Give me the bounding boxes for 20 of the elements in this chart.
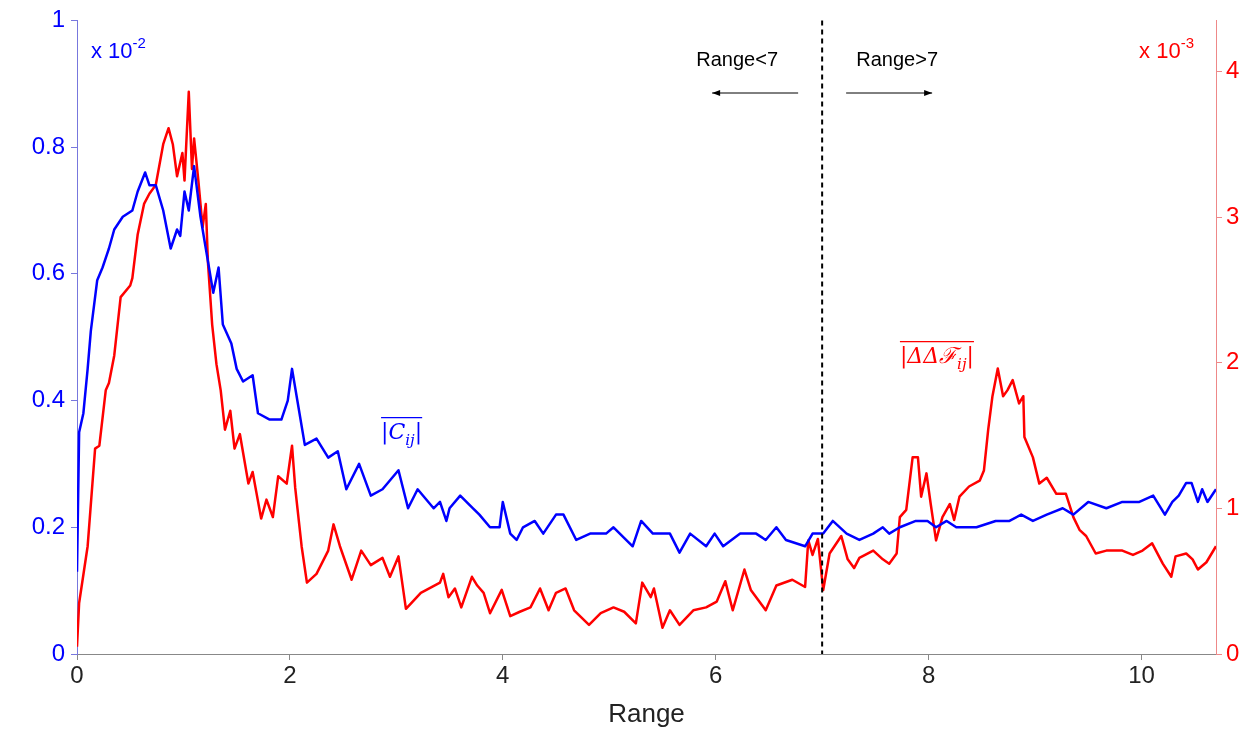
y2-tick-label: 4 <box>1226 56 1240 83</box>
x-tick-label: 4 <box>496 661 510 689</box>
y2-tick-label: 0 <box>1226 638 1240 666</box>
y2-tick-label: 2 <box>1226 347 1240 375</box>
y2-tick-label: 3 <box>1226 201 1240 229</box>
y-tick-label: 0.6 <box>31 258 65 286</box>
x-tick-label: 10 <box>1128 661 1155 689</box>
x-tick-label: 6 <box>709 661 723 689</box>
y-tick-label: 0.8 <box>31 131 65 159</box>
x-tick-label: 0 <box>70 661 84 689</box>
x-axis-title: Range <box>608 697 685 728</box>
x-tick-label: 2 <box>283 661 297 689</box>
y2-tick-label: 1 <box>1226 492 1240 520</box>
annotation: Range<7 <box>696 48 779 70</box>
y-tick-label: 0.2 <box>31 511 65 539</box>
y-tick-label: 0 <box>51 638 65 666</box>
y-tick-label: 0.4 <box>31 385 65 413</box>
y-tick-label: 1 <box>51 5 65 33</box>
x-tick-label: 8 <box>921 661 936 689</box>
annotation: Range>7 <box>856 48 939 70</box>
